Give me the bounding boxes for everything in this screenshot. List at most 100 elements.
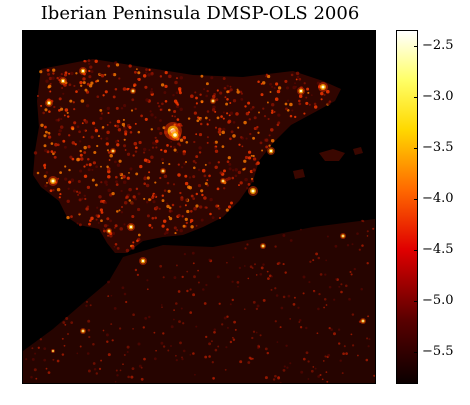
light-dot	[115, 140, 118, 144]
light-dot	[270, 138, 275, 143]
light-dot	[267, 277, 270, 280]
colorbar	[396, 30, 418, 384]
light-dot	[77, 193, 80, 196]
light-dot	[170, 140, 173, 143]
light-dot	[212, 100, 214, 102]
light-dot	[63, 114, 66, 117]
light-dot	[73, 84, 76, 87]
light-dot	[223, 316, 227, 320]
light-dot	[68, 180, 72, 184]
light-dot	[147, 73, 151, 77]
light-dot	[206, 123, 209, 126]
light-dot	[266, 351, 270, 355]
light-dot	[126, 351, 129, 353]
light-dot	[154, 181, 157, 184]
light-dot	[72, 101, 75, 104]
light-dot	[132, 154, 135, 157]
light-dot	[113, 226, 116, 229]
light-dot	[75, 90, 78, 93]
light-dot	[162, 345, 166, 348]
light-dot	[161, 194, 165, 197]
light-dot	[249, 107, 253, 111]
light-dot	[338, 285, 341, 288]
light-dot	[236, 281, 240, 284]
light-dot	[180, 165, 184, 169]
light-dot	[177, 173, 181, 177]
light-dot	[106, 217, 110, 221]
light-dot	[231, 298, 235, 302]
light-dot	[77, 179, 81, 184]
light-dot	[200, 74, 204, 78]
light-dot	[57, 177, 60, 180]
light-dot	[125, 300, 128, 304]
light-dot	[186, 209, 190, 214]
light-dot	[269, 91, 272, 93]
light-dot	[150, 88, 153, 91]
light-dot	[105, 333, 109, 337]
light-dot	[269, 149, 273, 153]
light-dot	[64, 108, 69, 112]
light-dot	[243, 120, 247, 125]
light-dot	[236, 88, 239, 91]
light-dot	[160, 341, 164, 345]
light-dot	[171, 210, 174, 213]
light-dot	[222, 127, 226, 132]
light-dot	[148, 315, 151, 319]
light-dot	[195, 133, 198, 136]
light-dot	[176, 151, 179, 154]
light-dot	[286, 366, 289, 369]
light-dot	[160, 148, 163, 152]
light-dot	[298, 319, 302, 322]
light-dot	[120, 107, 124, 110]
light-dot	[219, 133, 222, 136]
light-dot	[120, 210, 124, 214]
light-dot	[279, 326, 282, 329]
light-dot	[222, 180, 224, 182]
light-dot	[175, 91, 179, 94]
light-dot	[87, 328, 91, 332]
light-dot	[144, 117, 148, 121]
light-dot	[185, 161, 187, 163]
light-dot	[282, 263, 285, 266]
light-dot	[271, 109, 274, 112]
light-dot	[107, 111, 110, 115]
light-dot	[307, 378, 310, 380]
light-dot	[51, 179, 55, 183]
light-dot	[218, 127, 222, 131]
light-dot	[159, 108, 162, 111]
light-dot	[100, 181, 103, 184]
light-dot	[214, 126, 218, 129]
light-dot	[166, 181, 170, 185]
light-dot	[48, 110, 51, 113]
light-dot	[123, 201, 128, 205]
light-dot	[192, 262, 195, 265]
light-dot	[151, 226, 154, 229]
light-dot	[318, 292, 321, 296]
light-dot	[206, 110, 210, 113]
light-dot	[326, 380, 329, 383]
light-dot	[133, 141, 138, 146]
light-dot	[145, 200, 149, 204]
light-dot	[56, 76, 59, 80]
light-dot	[86, 301, 88, 303]
light-dot	[173, 309, 175, 311]
light-dot	[266, 101, 269, 104]
light-dot	[135, 172, 139, 176]
light-dot	[66, 115, 70, 118]
light-dot	[345, 352, 348, 355]
light-dot	[206, 179, 209, 182]
light-dot	[179, 341, 182, 345]
light-dot	[116, 124, 120, 128]
light-dot	[102, 329, 105, 332]
light-dot	[184, 217, 188, 222]
light-dot	[343, 345, 346, 348]
light-dot	[307, 91, 310, 94]
light-dot	[251, 170, 254, 173]
light-dot	[128, 199, 132, 202]
light-dot	[223, 169, 226, 173]
light-dot	[302, 275, 306, 279]
light-dot	[100, 165, 102, 168]
light-dot	[143, 147, 147, 152]
light-dot	[184, 198, 189, 202]
light-dot	[68, 72, 71, 75]
